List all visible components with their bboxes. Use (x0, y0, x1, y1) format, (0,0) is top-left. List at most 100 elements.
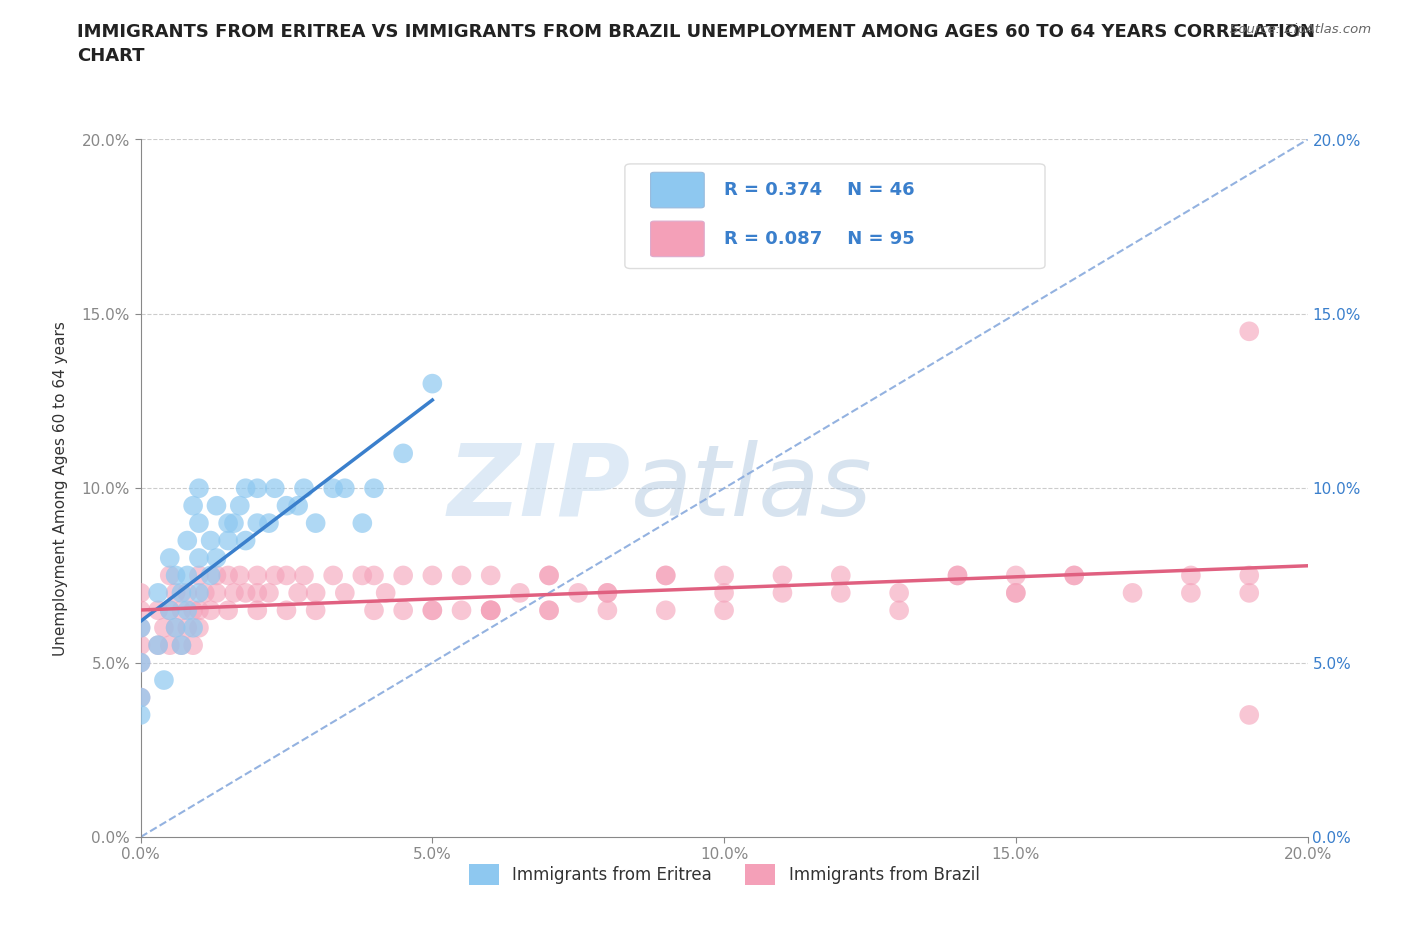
Point (538, 603, 561, 618)
Point (479, 568, 502, 583)
Point (830, 568, 852, 583)
Point (596, 586, 619, 601)
Point (1005, 568, 1028, 583)
Point (422, 603, 444, 618)
Point (276, 603, 298, 618)
Point (129, 638, 152, 653)
Point (596, 603, 619, 618)
Point (246, 481, 269, 496)
Point (188, 568, 211, 583)
Point (200, 603, 222, 618)
Point (538, 568, 561, 583)
Legend: Immigrants from Eritrea, Immigrants from Brazil: Immigrants from Eritrea, Immigrants from… (463, 857, 986, 892)
Point (305, 586, 328, 601)
Point (276, 568, 298, 583)
Point (235, 586, 257, 601)
Point (159, 603, 181, 618)
Point (146, 586, 169, 601)
Point (292, 481, 315, 496)
Point (292, 568, 315, 583)
Point (1005, 586, 1028, 601)
Point (194, 586, 217, 601)
Point (509, 586, 531, 601)
Point (830, 586, 852, 601)
Point (246, 586, 269, 601)
Point (129, 620, 152, 635)
Point (146, 638, 169, 653)
Point (129, 708, 152, 723)
FancyBboxPatch shape (651, 172, 704, 208)
Point (170, 603, 193, 618)
Point (165, 568, 187, 583)
Point (1005, 586, 1028, 601)
Point (188, 620, 211, 635)
Point (165, 586, 187, 601)
Point (176, 620, 198, 635)
Point (129, 656, 152, 671)
Point (538, 603, 561, 618)
Point (153, 672, 176, 687)
Point (1239, 586, 1261, 601)
Point (229, 498, 252, 513)
FancyBboxPatch shape (651, 221, 704, 257)
Point (188, 603, 211, 618)
Point (1180, 586, 1202, 601)
Point (479, 603, 502, 618)
Point (713, 568, 735, 583)
Point (205, 498, 228, 513)
Point (159, 603, 181, 618)
Point (129, 620, 152, 635)
Point (181, 638, 204, 653)
Point (567, 586, 589, 601)
Point (889, 603, 911, 618)
Point (159, 638, 181, 653)
Point (305, 515, 328, 530)
Point (287, 586, 309, 601)
Point (176, 586, 198, 601)
Point (1180, 568, 1202, 583)
Point (205, 568, 228, 583)
Point (713, 603, 735, 618)
Point (200, 533, 222, 548)
Point (170, 638, 193, 653)
Point (305, 603, 328, 618)
Point (188, 515, 211, 530)
Point (257, 515, 280, 530)
Point (129, 586, 152, 601)
Point (159, 551, 181, 565)
Point (596, 586, 619, 601)
Point (333, 586, 356, 601)
Point (176, 603, 198, 618)
Point (205, 551, 228, 565)
Point (146, 603, 169, 618)
FancyBboxPatch shape (624, 164, 1045, 269)
Point (246, 568, 269, 583)
Point (422, 568, 444, 583)
Point (333, 481, 356, 496)
Text: IMMIGRANTS FROM ERITREA VS IMMIGRANTS FROM BRAZIL UNEMPLOYMENT AMONG AGES 60 TO : IMMIGRANTS FROM ERITREA VS IMMIGRANTS FR… (77, 23, 1316, 65)
Point (287, 498, 309, 513)
Point (176, 568, 198, 583)
Point (479, 603, 502, 618)
Point (363, 568, 385, 583)
Point (222, 515, 245, 530)
Point (222, 586, 245, 601)
Point (246, 603, 269, 618)
Point (165, 620, 187, 635)
Point (392, 568, 415, 583)
Point (538, 568, 561, 583)
Text: atlas: atlas (631, 440, 872, 537)
Point (374, 586, 396, 601)
Point (772, 586, 794, 601)
Point (146, 638, 169, 653)
Point (257, 586, 280, 601)
Point (946, 568, 969, 583)
Point (129, 690, 152, 705)
Point (188, 586, 211, 601)
Point (655, 603, 678, 618)
Point (165, 620, 187, 635)
Point (479, 603, 502, 618)
Point (229, 568, 252, 583)
Point (181, 620, 204, 635)
Point (129, 690, 152, 705)
